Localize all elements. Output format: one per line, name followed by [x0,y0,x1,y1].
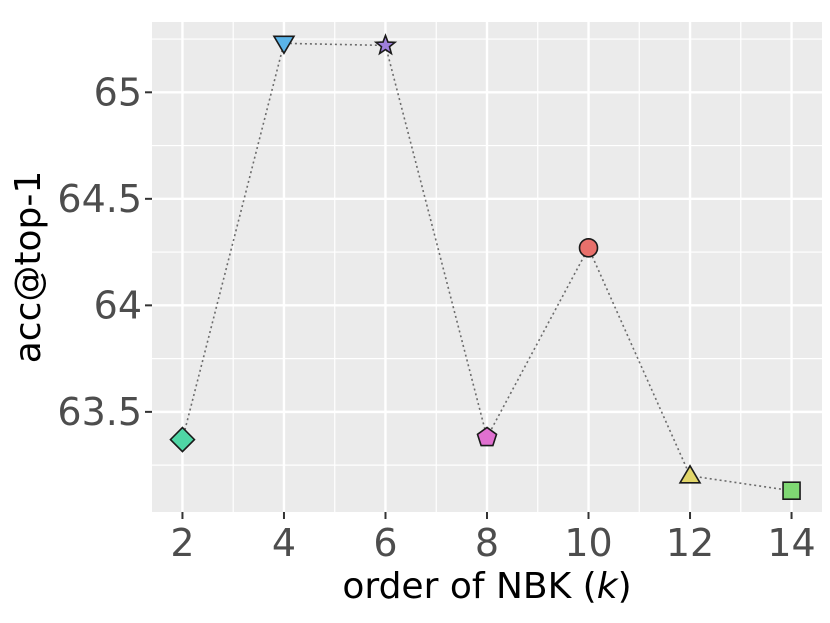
x-axis-ticks: 2 4 6 8 10 12 14 [170,512,816,565]
y-axis-ticks: 63.5 64 64.5 65 [57,70,152,434]
x-tick-label: 8 [475,521,499,565]
y-tick-label: 65 [94,70,142,114]
data-point [782,481,801,500]
data-point [678,464,702,484]
x-tick-label: 10 [564,521,612,565]
data-point [578,238,599,258]
data-point [169,426,196,453]
y-tick-label: 64.5 [57,177,142,221]
x-tick-label: 4 [272,521,296,565]
data-point [272,35,296,55]
data-points [169,33,801,500]
x-tick-label: 2 [170,521,194,565]
major-gridlines [152,22,822,512]
x-tick-label: 6 [373,521,397,565]
x-tick-label: 12 [666,521,714,565]
x-tick-label: 14 [767,521,815,565]
data-point [373,33,398,56]
x-axis-title: order of NBK (k) [342,566,631,607]
data-point [476,426,498,447]
y-tick-label: 63.5 [57,390,142,434]
y-axis-title: acc@top-1 [8,171,49,364]
y-tick-label: 64 [94,283,142,327]
